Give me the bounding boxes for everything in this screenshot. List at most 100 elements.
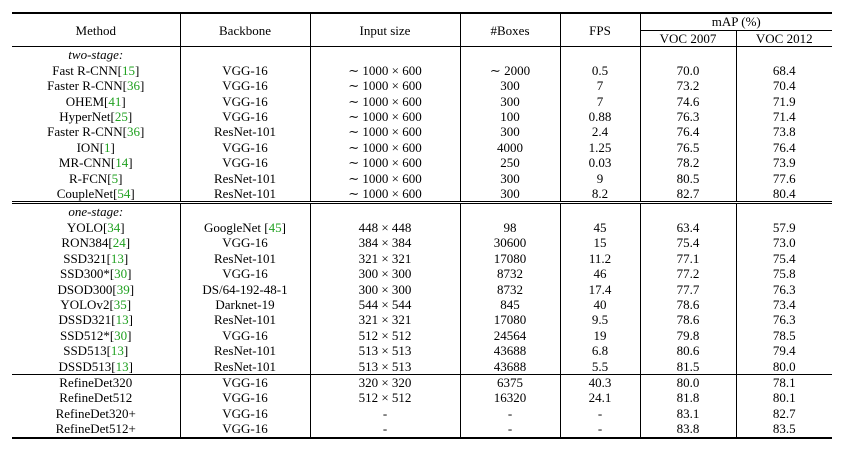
- header-map: mAP (%): [640, 12, 832, 31]
- boxes-cell: 30600: [460, 235, 561, 251]
- input-size-cell: 320 × 320: [310, 373, 461, 391]
- table-row: RefineDet512 VGG-16 512 × 512 16320 24.1 81.8…: [12, 390, 832, 406]
- citation-link[interactable]: 14: [115, 155, 129, 171]
- table-row: YOLOv2[35] Darknet-19 544 × 544 845 40 78.6 73…: [12, 296, 832, 313]
- voc2012-cell: 83.5: [736, 421, 832, 439]
- boxes-cell: 16320: [460, 390, 561, 406]
- empty-cell: [180, 201, 311, 220]
- boxes-cell: 17080: [460, 312, 561, 328]
- empty-cell: [460, 46, 561, 63]
- table-row: Fast R-CNN[15] VGG-16 ∼ 1000 × 600 ∼ 2000 0.…: [12, 62, 832, 79]
- voc2012-cell: 82.7: [772, 405, 796, 421]
- boxes-cell: 6375: [460, 373, 561, 391]
- backbone-name: VGG-16: [222, 155, 268, 171]
- backbone-name: VGG-16: [222, 374, 268, 390]
- table-row: RefineDet512+ VGG-16- - -83.8 83.5: [12, 421, 832, 439]
- citation-link[interactable]: 13: [115, 312, 129, 328]
- backbone-name: VGG-16: [222, 405, 268, 421]
- backbone-name: VGG-16: [222, 235, 268, 251]
- citation-link[interactable]: 30: [114, 327, 128, 343]
- backbone-cell: DS/64-192-48-1: [180, 281, 311, 297]
- citation-link[interactable]: 54: [117, 186, 131, 202]
- citation-link[interactable]: 13: [110, 343, 124, 359]
- boxes-cell: 300: [460, 186, 561, 203]
- method-name: Faster R-CNN: [47, 78, 123, 94]
- backbone-name: ResNet-101: [213, 343, 277, 359]
- citation-link[interactable]: 41: [108, 93, 122, 109]
- citation-link[interactable]: 13: [110, 250, 124, 266]
- empty-cell: [736, 47, 832, 63]
- voc2012-cell: 79.4: [772, 343, 796, 359]
- voc2007-cell: 82.7: [640, 186, 737, 203]
- citation-link[interactable]: 39: [116, 281, 130, 297]
- citation-link[interactable]: 25: [114, 109, 128, 125]
- backbone-name: GoogleNet: [204, 219, 262, 235]
- backbone-cell: VGG-16: [180, 390, 311, 406]
- citation-link[interactable]: 13: [115, 358, 129, 374]
- fps-cell: 1.25: [560, 139, 641, 156]
- input-size-cell: 513 × 513: [310, 343, 461, 359]
- backbone-cell: ResNet-101: [180, 250, 311, 267]
- boxes-cell: 300: [460, 170, 561, 187]
- boxes-cell: 43688: [460, 358, 561, 375]
- backbone-name: VGG-16: [222, 62, 268, 78]
- backbone-name: ResNet-101: [213, 170, 277, 186]
- voc2007-cell: 77.7: [640, 281, 737, 297]
- fps-cell: -: [560, 405, 641, 422]
- fps-cell: 0.5: [560, 62, 641, 79]
- fps-cell: 0.03: [560, 155, 641, 171]
- input-size-cell: 544 × 544: [310, 296, 461, 313]
- citation-link[interactable]: 34: [107, 219, 121, 235]
- citation-link[interactable]: 36: [126, 78, 140, 94]
- boxes-cell: 300: [460, 93, 561, 110]
- fps-cell: -: [560, 421, 641, 439]
- table-row: RON384[24] VGG-16 384 × 384 30600 15 75.4 73.0: [12, 235, 832, 251]
- table-row: Faster R-CNN[36] VGG-16 ∼ 1000 × 600 300 7 73…: [12, 78, 832, 94]
- citation-link[interactable]: 45: [268, 219, 282, 235]
- boxes-cell: 98: [460, 219, 561, 236]
- table-row: SSD300*[30] VGG-16 300 × 300 8732 46 77.2 75.8: [12, 266, 832, 282]
- header-voc2007: VOC 2007: [640, 30, 737, 48]
- empty-cell: [180, 46, 311, 63]
- method-name: ION: [76, 139, 100, 155]
- method-name: DSSD513: [58, 358, 112, 374]
- table-row: Faster R-CNN[36] ResNet-101 ∼ 1000 × 600 30…: [12, 124, 832, 140]
- backbone-cell: ResNet-101: [180, 124, 311, 140]
- method-name: RefineDet320: [59, 374, 133, 390]
- citation-link[interactable]: 35: [113, 296, 127, 312]
- empty-cell: [640, 201, 737, 220]
- fps-cell: 2.4: [560, 124, 641, 140]
- citation-link[interactable]: 24: [112, 235, 126, 251]
- method-name: RefineDet320+: [55, 405, 136, 421]
- method-name: CoupleNet: [56, 186, 114, 202]
- backbone-cell: VGG-16: [180, 421, 311, 439]
- table-row: DSOD300[39] DS/64-192-48-1 300 × 300 8732 17…: [12, 281, 832, 297]
- table-row: DSSD513[13] ResNet-101 513 × 513 43688 5.5 81…: [12, 358, 832, 375]
- backbone-name: ResNet-101: [213, 358, 277, 374]
- backbone-name: VGG-16: [222, 421, 268, 437]
- backbone-cell: ResNet-101: [180, 186, 311, 203]
- header-backbone: Backbone: [180, 12, 311, 48]
- citation-link[interactable]: 5: [111, 170, 119, 186]
- method-name: YOLOv2: [60, 296, 110, 312]
- method-cell: DSSD513[13]: [12, 358, 181, 375]
- input-size-cell: ∼ 1000 × 600: [310, 155, 461, 171]
- fps-cell: 0.88: [560, 109, 641, 125]
- voc2007-cell: 76.5: [640, 139, 737, 156]
- method-name: SSD300*: [59, 266, 110, 282]
- table-row: HyperNet[25] VGG-16 ∼ 1000 × 600 100 0.88 76.…: [12, 109, 832, 125]
- backbone-cell: VGG-16: [180, 62, 311, 79]
- backbone-cell: ResNet-101: [180, 312, 311, 328]
- backbone-name: Darknet-19: [215, 296, 275, 312]
- backbone-name: VGG-16: [222, 78, 268, 94]
- empty-cell: [560, 201, 641, 220]
- section-label-row: two-stage:: [12, 46, 832, 63]
- backbone-name: VGG-16: [222, 109, 268, 125]
- citation-link[interactable]: 30: [114, 266, 128, 282]
- citation-link[interactable]: 1: [104, 139, 111, 155]
- citation-link[interactable]: 36: [126, 124, 140, 140]
- citation-link[interactable]: 15: [121, 62, 135, 78]
- boxes-cell: 4000: [460, 139, 561, 156]
- method-cell: Fast R-CNN[15]: [12, 62, 181, 79]
- fps-cell: 45: [560, 219, 641, 236]
